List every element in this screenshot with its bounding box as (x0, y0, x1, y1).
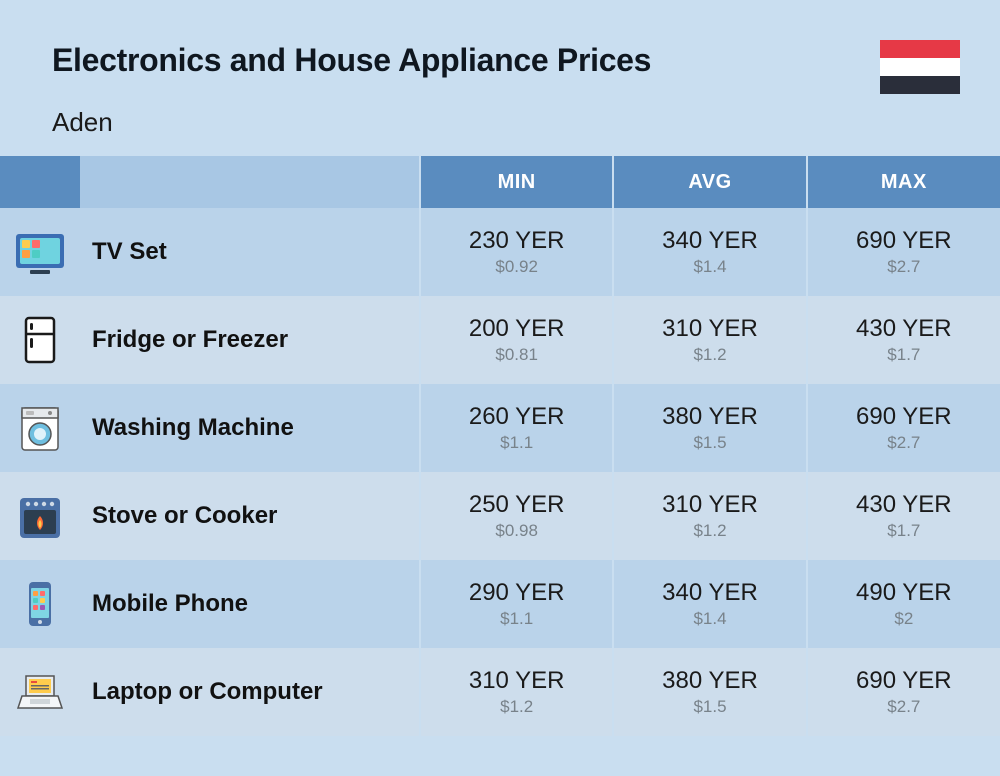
price-avg-usd: $1.5 (618, 697, 801, 717)
price-min: 230 YER$0.92 (420, 208, 613, 296)
price-min: 250 YER$0.98 (420, 472, 613, 560)
flag-stripe-bot (880, 76, 960, 94)
item-name: Fridge or Freezer (80, 296, 420, 384)
price-avg-usd: $1.4 (618, 257, 801, 277)
washer-icon (0, 384, 80, 472)
country-flag-icon (880, 40, 960, 94)
table-row: Fridge or Freezer200 YER$0.81310 YER$1.2… (0, 296, 1000, 384)
price-min-yer: 310 YER (425, 667, 608, 695)
price-avg: 380 YER$1.5 (613, 384, 806, 472)
price-min: 310 YER$1.2 (420, 648, 613, 736)
price-min-usd: $1.2 (425, 697, 608, 717)
page-subtitle: Aden (52, 107, 880, 138)
price-min-yer: 230 YER (425, 227, 608, 255)
price-max-usd: $1.7 (812, 345, 996, 365)
price-min-yer: 200 YER (425, 315, 608, 343)
flag-stripe-top (880, 40, 960, 58)
price-max-yer: 430 YER (812, 315, 996, 343)
price-max: 430 YER$1.7 (807, 296, 1000, 384)
stove-icon (0, 472, 80, 560)
price-avg: 340 YER$1.4 (613, 560, 806, 648)
price-max-yer: 690 YER (812, 227, 996, 255)
price-min: 290 YER$1.1 (420, 560, 613, 648)
flag-stripe-mid (880, 58, 960, 76)
price-min-yer: 260 YER (425, 403, 608, 431)
price-max-usd: $1.7 (812, 521, 996, 541)
price-avg-yer: 340 YER (618, 579, 801, 607)
price-min-usd: $0.98 (425, 521, 608, 541)
col-header-avg: AVG (613, 156, 806, 208)
page-title: Electronics and House Appliance Prices (52, 42, 880, 79)
table-row: Stove or Cooker250 YER$0.98310 YER$1.243… (0, 472, 1000, 560)
price-max-usd: $2 (812, 609, 996, 629)
price-table: MIN AVG MAX TV Set230 YER$0.92340 YER$1.… (0, 156, 1000, 736)
price-min-usd: $1.1 (425, 609, 608, 629)
price-avg-yer: 310 YER (618, 315, 801, 343)
price-max-usd: $2.7 (812, 257, 996, 277)
price-max: 430 YER$1.7 (807, 472, 1000, 560)
price-max-yer: 490 YER (812, 579, 996, 607)
price-max-yer: 690 YER (812, 667, 996, 695)
price-min-usd: $0.92 (425, 257, 608, 277)
price-min-yer: 250 YER (425, 491, 608, 519)
laptop-icon (0, 648, 80, 736)
price-max: 490 YER$2 (807, 560, 1000, 648)
price-avg-yer: 380 YER (618, 667, 801, 695)
price-min: 200 YER$0.81 (420, 296, 613, 384)
price-max-yer: 690 YER (812, 403, 996, 431)
item-name: Washing Machine (80, 384, 420, 472)
price-avg: 340 YER$1.4 (613, 208, 806, 296)
price-min: 260 YER$1.1 (420, 384, 613, 472)
table-row: Mobile Phone290 YER$1.1340 YER$1.4490 YE… (0, 560, 1000, 648)
item-name: Stove or Cooker (80, 472, 420, 560)
price-max: 690 YER$2.7 (807, 648, 1000, 736)
header-icon-spacer (0, 156, 80, 208)
price-avg: 310 YER$1.2 (613, 472, 806, 560)
item-name: TV Set (80, 208, 420, 296)
price-min-usd: $1.1 (425, 433, 608, 453)
price-avg: 380 YER$1.5 (613, 648, 806, 736)
price-avg-yer: 310 YER (618, 491, 801, 519)
price-max-yer: 430 YER (812, 491, 996, 519)
price-avg-yer: 380 YER (618, 403, 801, 431)
price-avg-usd: $1.2 (618, 345, 801, 365)
phone-icon (0, 560, 80, 648)
title-block: Electronics and House Appliance Prices A… (52, 42, 880, 138)
table-row: Laptop or Computer310 YER$1.2380 YER$1.5… (0, 648, 1000, 736)
table-row: TV Set230 YER$0.92340 YER$1.4690 YER$2.7 (0, 208, 1000, 296)
item-name: Laptop or Computer (80, 648, 420, 736)
price-max: 690 YER$2.7 (807, 208, 1000, 296)
price-min-usd: $0.81 (425, 345, 608, 365)
price-avg-usd: $1.2 (618, 521, 801, 541)
table-header-row: MIN AVG MAX (0, 156, 1000, 208)
price-min-yer: 290 YER (425, 579, 608, 607)
price-avg-yer: 340 YER (618, 227, 801, 255)
header-name-spacer (80, 156, 420, 208)
tv-icon (0, 208, 80, 296)
price-max: 690 YER$2.7 (807, 384, 1000, 472)
header: Electronics and House Appliance Prices A… (0, 0, 1000, 138)
price-max-usd: $2.7 (812, 697, 996, 717)
price-avg-usd: $1.5 (618, 433, 801, 453)
price-max-usd: $2.7 (812, 433, 996, 453)
table-row: Washing Machine260 YER$1.1380 YER$1.5690… (0, 384, 1000, 472)
item-name: Mobile Phone (80, 560, 420, 648)
col-header-min: MIN (420, 156, 613, 208)
col-header-max: MAX (807, 156, 1000, 208)
price-avg-usd: $1.4 (618, 609, 801, 629)
fridge-icon (0, 296, 80, 384)
price-avg: 310 YER$1.2 (613, 296, 806, 384)
